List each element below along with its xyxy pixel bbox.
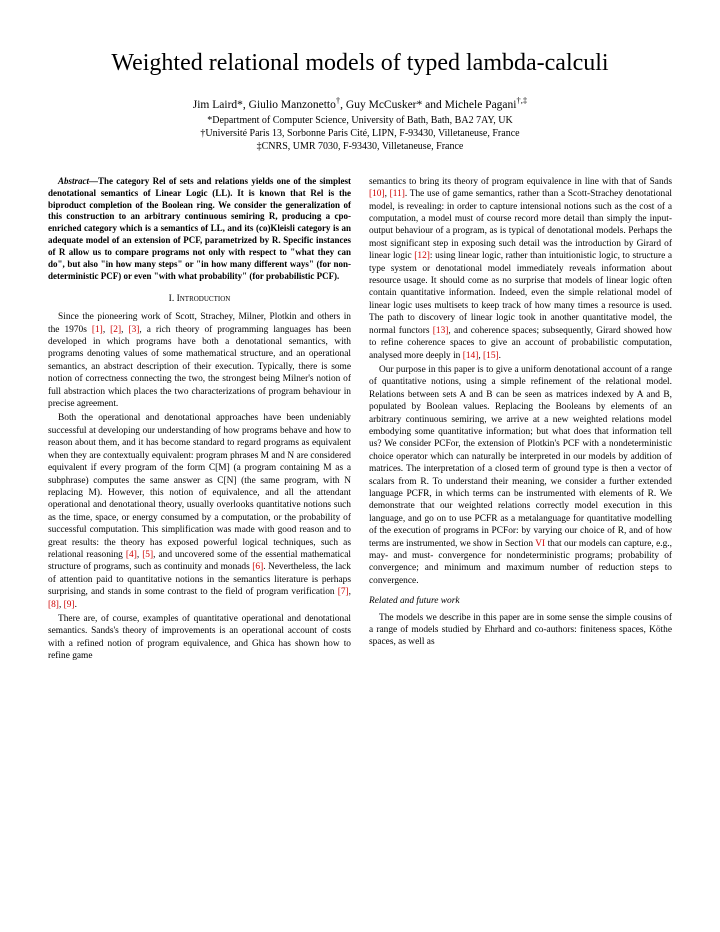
affiliation-3: ‡CNRS, UMR 7030, F-93430, Villetaneuse, … (48, 141, 672, 152)
right-column: semantics to bring its theory of program… (369, 176, 672, 665)
ref-8[interactable]: [8] (48, 600, 59, 610)
col2-para-1: semantics to bring its theory of program… (369, 176, 672, 362)
ref-5[interactable]: [5] (142, 550, 153, 560)
section-1-heading: I. Introduction (48, 293, 351, 306)
affiliation-1: *Department of Computer Science, Univers… (48, 115, 672, 126)
abstract-body: The category Rel of sets and relations y… (48, 176, 351, 281)
ref-7[interactable]: [7] (338, 587, 349, 597)
related-work-heading: Related and future work (369, 595, 672, 607)
abstract: Abstract—The category Rel of sets and re… (48, 176, 351, 283)
intro-para-2: Both the operational and denotational ap… (48, 412, 351, 611)
intro-para-3: There are, of course, examples of quanti… (48, 613, 351, 663)
intro-para-1: Since the pioneering work of Scott, Stra… (48, 311, 351, 410)
ref-14[interactable]: [14] (463, 351, 479, 361)
two-column-layout: Abstract—The category Rel of sets and re… (48, 176, 672, 665)
abstract-label: Abstract— (58, 176, 98, 186)
ref-1[interactable]: [1] (92, 325, 103, 335)
paper-title: Weighted relational models of typed lamb… (48, 50, 672, 77)
ref-11[interactable]: [11] (390, 189, 405, 199)
authors-line: Jim Laird*, Giulio Manzonetto†, Guy McCu… (48, 95, 672, 111)
ref-4[interactable]: [4] (126, 550, 137, 560)
ref-13[interactable]: [13] (433, 326, 449, 336)
col2-para-3: The models we describe in this paper are… (369, 612, 672, 649)
ref-12[interactable]: [12] (414, 251, 430, 261)
ref-6[interactable]: [6] (252, 562, 263, 572)
left-column: Abstract—The category Rel of sets and re… (48, 176, 351, 665)
ref-10[interactable]: [10] (369, 189, 385, 199)
col2-para-2: Our purpose in this paper is to give a u… (369, 364, 672, 587)
ref-9[interactable]: [9] (64, 600, 75, 610)
ref-2[interactable]: [2] (110, 325, 121, 335)
ref-15[interactable]: [15] (483, 351, 499, 361)
affiliation-2: †Université Paris 13, Sorbonne Paris Cit… (48, 128, 672, 139)
ref-3[interactable]: [3] (128, 325, 139, 335)
ref-section-vi[interactable]: VI (535, 539, 545, 549)
